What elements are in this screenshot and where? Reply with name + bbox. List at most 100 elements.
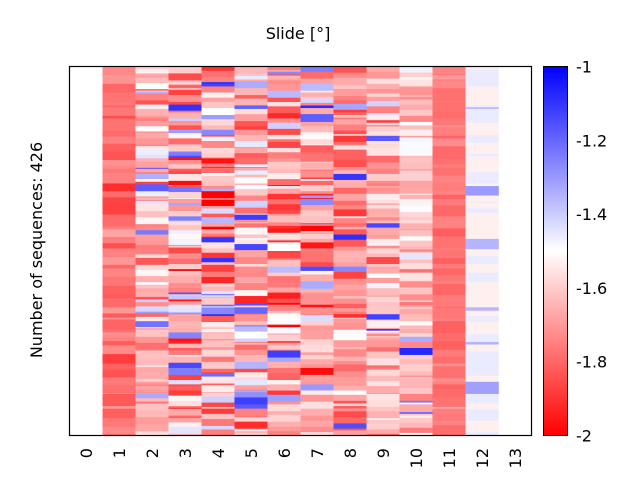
heatmap-cell <box>300 304 334 308</box>
heatmap-cell <box>267 421 301 428</box>
heatmap-cell <box>102 317 136 320</box>
heatmap-cell <box>201 248 235 254</box>
heatmap-cell <box>432 205 466 217</box>
heatmap-cell <box>432 146 466 157</box>
heatmap-cell <box>300 71 334 79</box>
heatmap-cell <box>201 290 235 295</box>
heatmap-cell <box>201 167 235 174</box>
heatmap-cell <box>102 393 136 407</box>
heatmap-cell <box>399 180 433 189</box>
heatmap-cell <box>201 213 235 218</box>
heatmap-cell <box>300 420 334 428</box>
heatmap-cell <box>234 326 268 332</box>
heatmap-cell <box>432 318 466 322</box>
heatmap-cell <box>333 348 367 351</box>
heatmap-cell <box>399 415 433 419</box>
heatmap-cell <box>267 173 301 180</box>
heatmap-cell <box>465 256 499 265</box>
heatmap-cell <box>234 408 268 416</box>
heatmap-cell <box>333 334 367 341</box>
heatmap-cell <box>234 342 268 345</box>
heatmap-cell <box>168 73 202 81</box>
heatmap-cell <box>168 294 202 296</box>
heatmap-cell <box>366 319 400 321</box>
heatmap-cell <box>399 240 433 247</box>
heatmap-cell <box>399 205 433 213</box>
heatmap-cell <box>234 189 268 196</box>
heatmap-cell <box>300 359 334 365</box>
heatmap-cell <box>201 136 235 142</box>
heatmap-cell <box>201 115 235 120</box>
heatmap-cell <box>399 96 433 100</box>
heatmap-cell <box>366 288 400 296</box>
heatmap-cell <box>102 385 136 394</box>
heatmap-cell <box>399 251 433 254</box>
heatmap-cell <box>399 333 433 335</box>
heatmap-cell <box>399 400 433 403</box>
heatmap-cell <box>333 349 367 357</box>
heatmap-cell <box>300 354 334 360</box>
heatmap-cell <box>432 228 466 237</box>
heatmap-cell <box>399 177 433 182</box>
heatmap-cell <box>267 404 301 412</box>
heatmap-cell <box>366 180 400 184</box>
heatmap-cell <box>300 92 334 98</box>
heatmap-cell <box>168 125 202 131</box>
heatmap-cell <box>102 183 136 192</box>
heatmap-cell <box>267 302 301 305</box>
heatmap-cell <box>465 160 499 167</box>
heatmap-cell <box>432 268 466 276</box>
heatmap-cell <box>300 139 334 145</box>
heatmap-cell <box>465 373 499 375</box>
heatmap-cell <box>234 397 268 405</box>
heatmap-cell <box>432 366 466 379</box>
heatmap-cell <box>201 306 235 308</box>
heatmap-cell <box>102 173 136 184</box>
heatmap-cell <box>366 101 400 107</box>
heatmap-cell <box>432 199 466 206</box>
heatmap-cell <box>168 164 202 170</box>
heatmap-cell <box>333 89 367 97</box>
heatmap-cell <box>399 230 433 237</box>
heatmap-cell <box>465 283 499 288</box>
heatmap-cell <box>168 295 202 300</box>
heatmap-cell <box>432 102 466 112</box>
heatmap-cell <box>432 236 466 249</box>
heatmap-cell <box>201 372 235 374</box>
heatmap-cell <box>168 273 202 277</box>
heatmap-cell <box>168 314 202 322</box>
heatmap-cell <box>102 168 136 174</box>
heatmap-cell <box>465 287 499 300</box>
heatmap-cell <box>465 86 499 98</box>
heatmap-cell <box>333 428 367 431</box>
heatmap-cell <box>168 87 202 89</box>
heatmap-cell <box>399 348 433 356</box>
heatmap-cell <box>432 305 466 307</box>
heatmap-cell <box>201 295 235 298</box>
heatmap-cell <box>201 140 235 149</box>
heatmap-cell <box>432 420 466 426</box>
heatmap-cell <box>168 238 202 246</box>
heatmap-cell <box>366 358 400 366</box>
heatmap-cell <box>168 367 202 376</box>
heatmap-cell <box>267 215 301 223</box>
heatmap-cell <box>366 220 400 224</box>
heatmap-cell <box>102 115 136 119</box>
heatmap-cell <box>432 191 466 195</box>
heatmap-cell <box>168 110 202 113</box>
heatmap-cell <box>168 244 202 247</box>
heatmap-cell <box>234 223 268 228</box>
heatmap-cell <box>201 373 235 377</box>
heatmap-cell <box>234 168 268 171</box>
heatmap-cell <box>168 341 202 344</box>
heatmap-cell <box>267 361 301 369</box>
heatmap-cell <box>465 208 499 214</box>
heatmap-cell <box>234 121 268 127</box>
heatmap-cell <box>102 165 136 170</box>
heatmap-cell <box>267 66 301 71</box>
heatmap-cell <box>234 324 268 326</box>
heatmap-cell <box>300 199 334 206</box>
heatmap-cell <box>267 357 301 363</box>
heatmap-cell <box>135 217 169 225</box>
colorbar <box>543 66 568 436</box>
